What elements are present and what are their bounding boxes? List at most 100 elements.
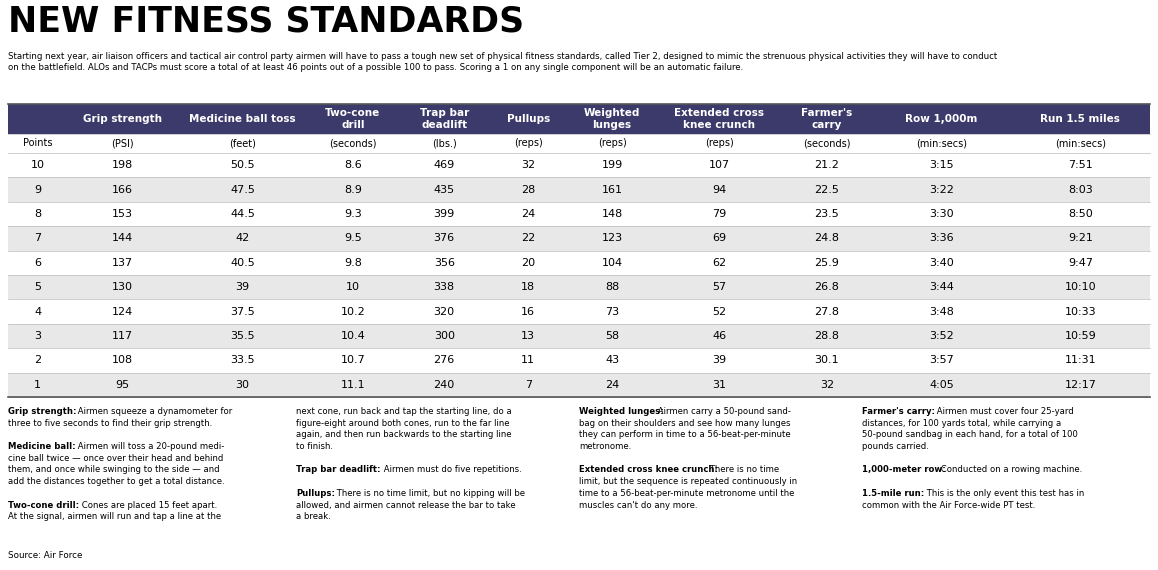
Text: 32: 32 (521, 160, 535, 170)
Text: Medicine ball toss: Medicine ball toss (190, 114, 296, 124)
Text: 10.7: 10.7 (340, 356, 365, 365)
Text: Airmen squeeze a dynamometer for: Airmen squeeze a dynamometer for (74, 407, 232, 416)
Text: Airmen must do five repetitions.: Airmen must do five repetitions. (381, 466, 522, 474)
Text: 18: 18 (521, 282, 535, 292)
Text: to finish.: to finish. (295, 442, 332, 451)
Text: 8.6: 8.6 (344, 160, 361, 170)
Text: (PSI): (PSI) (111, 139, 134, 149)
Text: cine ball twice — once over their head and behind: cine ball twice — once over their head a… (8, 454, 223, 463)
Text: 356: 356 (434, 258, 455, 268)
Bar (8, 202, 1150, 226)
Text: 148: 148 (601, 209, 623, 219)
Text: bag on their shoulders and see how many lunges: bag on their shoulders and see how many … (579, 419, 791, 428)
Text: 7: 7 (525, 380, 532, 390)
Text: them, and once while swinging to the side — and: them, and once while swinging to the sid… (8, 466, 220, 474)
Text: 117: 117 (112, 331, 133, 341)
Text: 22.5: 22.5 (814, 185, 840, 194)
Text: 435: 435 (434, 185, 455, 194)
Text: Conducted on a rowing machine.: Conducted on a rowing machine. (938, 466, 1083, 474)
Text: allowed, and airmen cannot release the bar to take: allowed, and airmen cannot release the b… (295, 500, 515, 510)
Text: 10.2: 10.2 (340, 307, 365, 316)
Text: 8:03: 8:03 (1068, 185, 1093, 194)
Text: 28: 28 (521, 185, 535, 194)
Text: Weighted
lunges: Weighted lunges (584, 108, 640, 129)
Text: 20: 20 (521, 258, 535, 268)
Text: Medicine ball:: Medicine ball: (8, 442, 75, 451)
Text: 7: 7 (34, 233, 42, 243)
Bar (8, 275, 1150, 299)
Text: 30: 30 (236, 380, 250, 390)
Text: (reps): (reps) (705, 139, 734, 149)
Text: 300: 300 (434, 331, 455, 341)
Text: 9.8: 9.8 (344, 258, 361, 268)
Text: Starting next year, air liaison officers and tactical air control party airmen w: Starting next year, air liaison officers… (8, 52, 997, 72)
Text: 153: 153 (112, 209, 133, 219)
Text: Extended cross
knee crunch: Extended cross knee crunch (674, 108, 764, 129)
Text: 320: 320 (434, 307, 455, 316)
Bar (8, 299, 1150, 324)
Text: Cones are placed 15 feet apart.: Cones are placed 15 feet apart. (80, 500, 218, 510)
Text: 3:44: 3:44 (929, 282, 954, 292)
Text: 3:52: 3:52 (929, 331, 954, 341)
Text: 108: 108 (112, 356, 133, 365)
Text: 9.5: 9.5 (344, 233, 361, 243)
Text: 376: 376 (434, 233, 455, 243)
Text: 46: 46 (712, 331, 726, 341)
Text: 79: 79 (712, 209, 726, 219)
Text: 32: 32 (820, 380, 834, 390)
Text: 57: 57 (712, 282, 726, 292)
Text: figure-eight around both cones, run to the far line: figure-eight around both cones, run to t… (295, 419, 510, 428)
Text: 3: 3 (35, 331, 42, 341)
Text: three to five seconds to find their grip strength.: three to five seconds to find their grip… (8, 419, 212, 428)
Text: 9.3: 9.3 (344, 209, 361, 219)
Text: 338: 338 (434, 282, 455, 292)
Text: (seconds): (seconds) (802, 139, 851, 149)
Text: add the distances together to get a total distance.: add the distances together to get a tota… (8, 477, 225, 486)
Text: 469: 469 (433, 160, 455, 170)
Text: 124: 124 (112, 307, 133, 316)
Text: 3:22: 3:22 (929, 185, 954, 194)
Text: Trap bar deadlift:: Trap bar deadlift: (295, 466, 380, 474)
Text: 130: 130 (112, 282, 133, 292)
Text: Points: Points (23, 139, 52, 149)
Text: Airmen carry a 50-pound sand-: Airmen carry a 50-pound sand- (655, 407, 791, 416)
Text: 25.9: 25.9 (814, 258, 840, 268)
Text: 35.5: 35.5 (230, 331, 255, 341)
Text: 50-pound sandbag in each hand, for a total of 100: 50-pound sandbag in each hand, for a tot… (863, 430, 1078, 439)
Text: 8: 8 (34, 209, 42, 219)
Text: 88: 88 (604, 282, 620, 292)
Text: 10.4: 10.4 (340, 331, 365, 341)
Text: 144: 144 (112, 233, 133, 243)
Text: again, and then run backwards to the starting line: again, and then run backwards to the sta… (295, 430, 512, 439)
Text: Weighted lunges:: Weighted lunges: (579, 407, 664, 416)
Text: 198: 198 (112, 160, 133, 170)
Text: Source: Air Force: Source: Air Force (8, 551, 82, 560)
Bar (8, 251, 1150, 275)
Text: 13: 13 (521, 331, 535, 341)
Text: 399: 399 (433, 209, 455, 219)
Text: 166: 166 (112, 185, 133, 194)
Text: NEW FITNESS STANDARDS: NEW FITNESS STANDARDS (8, 5, 525, 39)
Text: 9:21: 9:21 (1068, 233, 1093, 243)
Text: 10: 10 (31, 160, 45, 170)
Text: Grip strength: Grip strength (83, 114, 162, 124)
Text: 39: 39 (235, 282, 250, 292)
Text: (feet): (feet) (229, 139, 256, 149)
Text: This is the only event this test has in: This is the only event this test has in (924, 489, 1084, 498)
Text: 16: 16 (521, 307, 535, 316)
Text: Farmer's carry:: Farmer's carry: (863, 407, 936, 416)
Text: 3:36: 3:36 (929, 233, 954, 243)
Text: Extended cross knee crunch:: Extended cross knee crunch: (579, 466, 718, 474)
Text: a break.: a break. (295, 512, 331, 521)
Text: 24.8: 24.8 (814, 233, 840, 243)
Text: Pullups: Pullups (506, 114, 550, 124)
Text: 9: 9 (34, 185, 42, 194)
Text: Two-cone drill:: Two-cone drill: (8, 500, 79, 510)
Text: 5: 5 (35, 282, 42, 292)
Text: 24: 24 (604, 380, 620, 390)
Text: 199: 199 (601, 160, 623, 170)
Text: pounds carried.: pounds carried. (863, 442, 929, 451)
Text: 33.5: 33.5 (230, 356, 255, 365)
Bar (8, 226, 1150, 251)
Text: limit, but the sequence is repeated continuously in: limit, but the sequence is repeated cont… (579, 477, 797, 486)
